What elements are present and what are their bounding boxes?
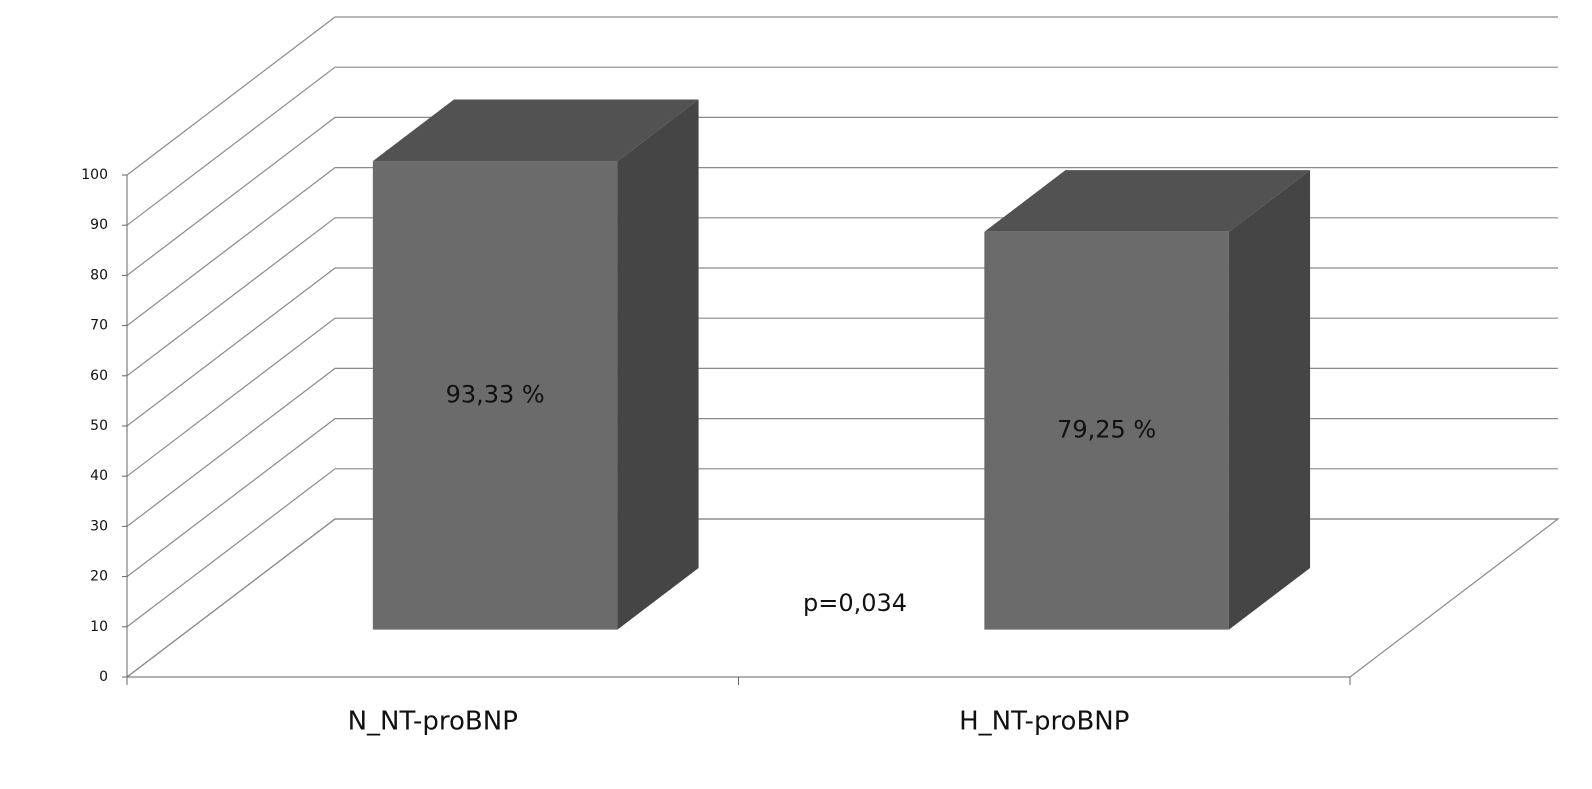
grid-line — [126, 16, 1558, 176]
bar-top — [372, 99, 699, 162]
grid-line — [126, 367, 1558, 527]
grid-line — [126, 167, 1558, 327]
x-tick-label: H_NT-proBNP — [959, 707, 1129, 737]
bar-side — [1228, 170, 1311, 630]
grid-line — [126, 116, 1558, 276]
y-tick-label: 70 — [90, 318, 108, 334]
x-tick-label: N_NT-proBNP — [348, 707, 518, 737]
bar-front — [372, 161, 618, 630]
bar — [372, 99, 699, 630]
y-tick-label: 100 — [81, 167, 108, 183]
bar — [984, 170, 1311, 630]
grid-line — [126, 418, 1558, 578]
grid-line — [126, 267, 1558, 427]
y-tick-label: 20 — [90, 569, 108, 585]
annotation: p=0,034 — [803, 589, 907, 617]
y-tick-label: 60 — [90, 368, 108, 384]
grid-line — [126, 217, 1558, 377]
y-tick-label: 30 — [90, 518, 108, 534]
value-label: 93,33 % — [446, 380, 545, 408]
y-tick-label: 0 — [99, 669, 108, 685]
y-tick-label: 40 — [90, 468, 108, 484]
y-tick-label: 10 — [90, 619, 108, 635]
value-label: 79,25 % — [1057, 416, 1156, 444]
bar-top — [984, 170, 1311, 232]
y-tick-label: 90 — [90, 217, 108, 233]
y-tick-label: 80 — [90, 267, 108, 283]
y-tick-label: 50 — [90, 418, 108, 434]
grid-line — [126, 317, 1558, 477]
bar-front — [984, 231, 1229, 630]
bar-side — [617, 99, 699, 630]
grid-line — [126, 66, 1558, 226]
